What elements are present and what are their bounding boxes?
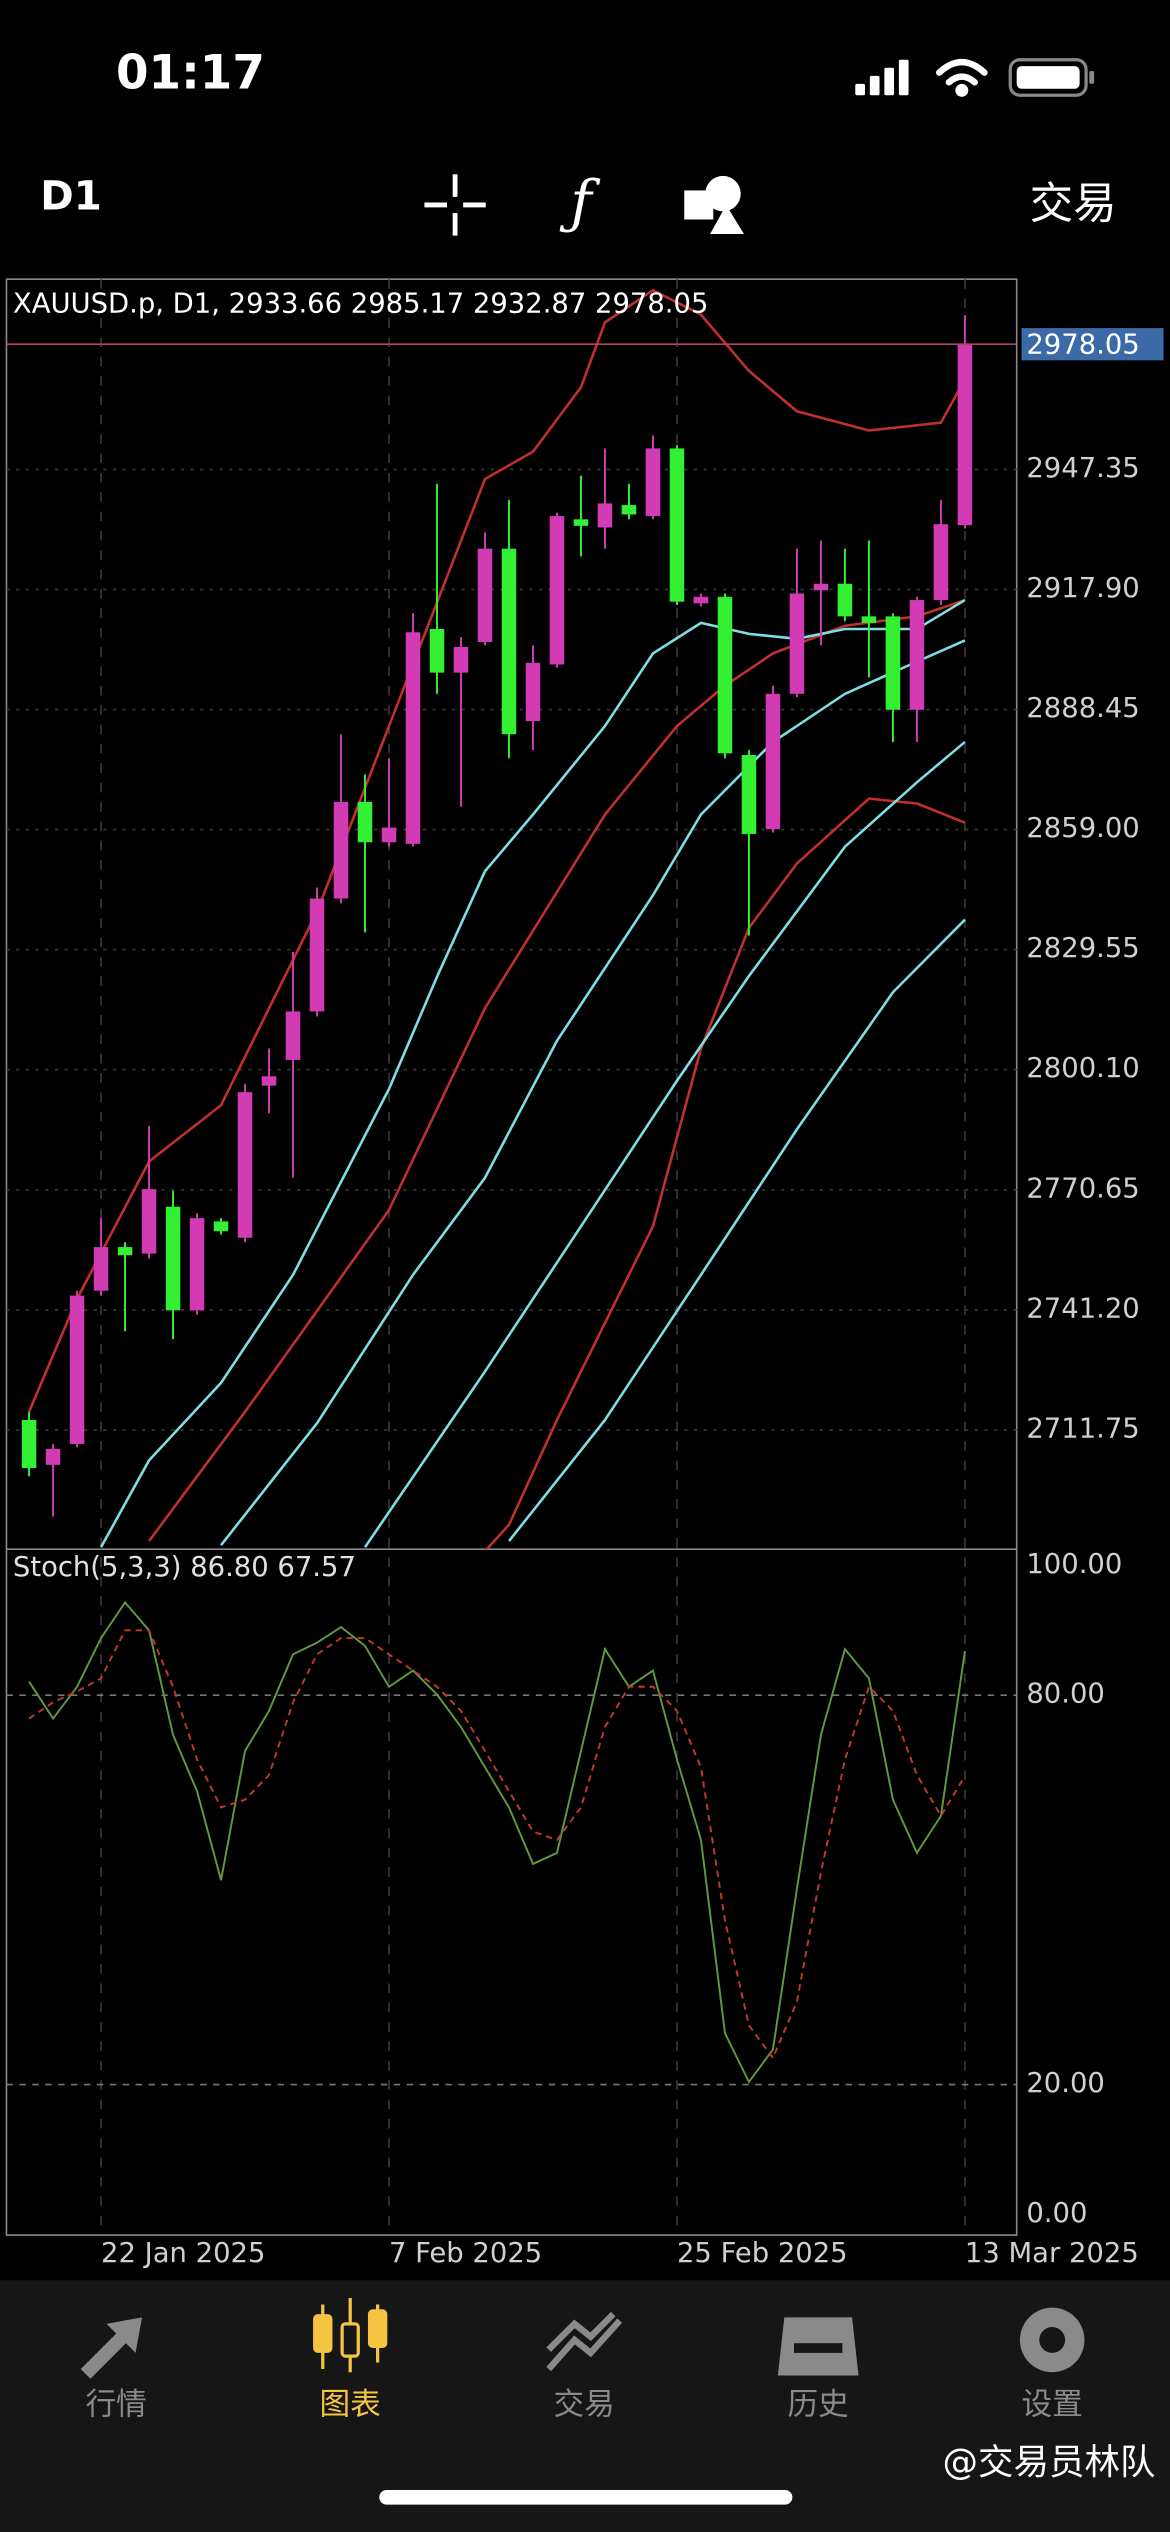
y-tick-label: 2829.55 xyxy=(1026,933,1139,964)
y-tick-label: 2741.20 xyxy=(1026,1293,1139,1324)
trade-icon xyxy=(546,2311,623,2372)
chart-frame xyxy=(5,278,1018,2236)
candle-body xyxy=(957,344,973,526)
candle-body xyxy=(741,754,757,835)
tab-label[interactable]: 历史 xyxy=(788,2388,849,2423)
candle-body xyxy=(789,593,805,694)
candle-body xyxy=(21,1419,37,1469)
candle-body xyxy=(45,1448,61,1465)
indicator-line xyxy=(507,918,966,1542)
y-tick-label: 2770.65 xyxy=(1026,1173,1139,1204)
tab-label[interactable]: 设置 xyxy=(1022,2388,1083,2423)
settings-icon xyxy=(1019,2307,1085,2373)
candle-body xyxy=(405,632,421,844)
candle-body xyxy=(141,1189,157,1254)
candle-body xyxy=(189,1218,205,1311)
candle-body xyxy=(309,898,325,1012)
stoch-tick-label: 80.00 xyxy=(1026,1679,1105,1710)
signal-icon xyxy=(855,59,909,96)
x-tick-label: 22 Jan 2025 xyxy=(101,2238,265,2269)
stoch-line xyxy=(28,1600,966,2084)
history-icon xyxy=(777,2317,859,2376)
timeframe-button[interactable]: D1 xyxy=(40,172,102,219)
candle-body xyxy=(573,519,589,526)
stoch-label: Stoch(5,3,3) 86.80 67.57 xyxy=(13,1552,356,1583)
chart-title: XAUUSD.p, D1, 2933.66 2985.17 2932.87 29… xyxy=(13,289,709,320)
candle-body xyxy=(717,596,733,754)
candle-body xyxy=(381,827,397,843)
candle-body xyxy=(69,1295,85,1445)
last-price-box xyxy=(1021,328,1164,361)
candle-body xyxy=(861,616,877,623)
candle-body xyxy=(333,801,349,899)
candle-body xyxy=(597,503,613,528)
stoch-tick-label: 0.00 xyxy=(1026,2198,1087,2229)
candle-body xyxy=(117,1247,133,1256)
candle-body xyxy=(237,1092,253,1238)
candle-body xyxy=(765,693,781,830)
stoch-tick-label: 100.00 xyxy=(1026,1549,1122,1580)
quotes-icon xyxy=(80,2317,143,2379)
tab-label[interactable]: 行情 xyxy=(86,2388,147,2423)
candle-body xyxy=(669,448,685,602)
indicator-line xyxy=(363,740,966,1548)
candle-body xyxy=(501,548,517,735)
x-tick-label: 25 Feb 2025 xyxy=(677,2238,848,2269)
clock: 01:17 xyxy=(116,46,265,100)
trade-button[interactable]: 交易 xyxy=(1030,180,1117,230)
objects-button[interactable] xyxy=(684,175,744,234)
crosshair-button[interactable] xyxy=(424,174,486,236)
candle-body xyxy=(453,646,469,673)
candle-body xyxy=(477,548,493,643)
tab-label[interactable]: 图表 xyxy=(320,2388,381,2423)
candle-body xyxy=(837,583,853,617)
candle-body xyxy=(933,524,949,601)
x-tick-label: 7 Feb 2025 xyxy=(389,2238,542,2269)
candle-body xyxy=(645,448,661,517)
candle-body xyxy=(885,616,901,710)
y-tick-label: 2711.75 xyxy=(1026,1413,1139,1444)
x-tick-label: 13 Mar 2025 xyxy=(965,2238,1139,2269)
battery-icon xyxy=(1008,58,1095,97)
y-tick-label: 2859.00 xyxy=(1026,813,1139,844)
candle-body xyxy=(813,583,829,591)
indicator-line xyxy=(485,797,966,1550)
candle-body xyxy=(213,1221,229,1232)
last-price-label: 2978.05 xyxy=(1026,329,1139,360)
candle-body xyxy=(525,662,541,722)
candle-body xyxy=(93,1247,109,1291)
home-indicator xyxy=(379,2490,793,2505)
candle-body xyxy=(285,1011,301,1060)
chart-icon xyxy=(313,2298,388,2373)
watermark: @交易员林队 xyxy=(942,2442,1155,2483)
tab-label[interactable]: 交易 xyxy=(554,2388,615,2423)
candle-body xyxy=(357,801,373,843)
candle-body xyxy=(549,516,565,665)
candle-body xyxy=(261,1076,277,1086)
indicator-line xyxy=(220,639,966,1546)
y-tick-label: 2947.35 xyxy=(1026,453,1139,484)
candle-body xyxy=(429,629,445,673)
y-tick-label: 2888.45 xyxy=(1026,693,1139,724)
candle-body xyxy=(693,596,709,604)
candle-body xyxy=(909,600,925,710)
wifi-icon xyxy=(935,58,988,97)
stoch-line xyxy=(28,1629,966,2060)
stoch-tick-label: 20.00 xyxy=(1026,2068,1105,2099)
candle-body xyxy=(621,505,637,515)
candle-body xyxy=(165,1206,181,1311)
indicator-line xyxy=(27,288,967,1413)
y-tick-label: 2800.10 xyxy=(1026,1053,1139,1084)
y-tick-label: 2917.90 xyxy=(1026,573,1139,604)
